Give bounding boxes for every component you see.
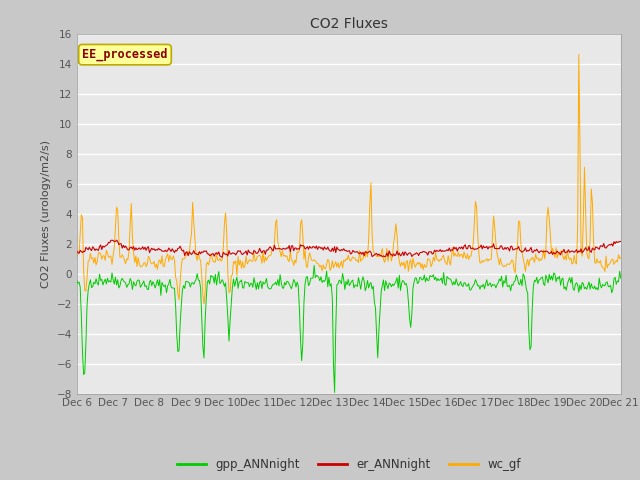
Title: CO2 Fluxes: CO2 Fluxes bbox=[310, 17, 388, 31]
Y-axis label: CO2 Fluxes (urology/m2/s): CO2 Fluxes (urology/m2/s) bbox=[41, 140, 51, 288]
Legend: gpp_ANNnight, er_ANNnight, wc_gf: gpp_ANNnight, er_ANNnight, wc_gf bbox=[172, 454, 526, 476]
Text: EE_processed: EE_processed bbox=[82, 48, 168, 61]
